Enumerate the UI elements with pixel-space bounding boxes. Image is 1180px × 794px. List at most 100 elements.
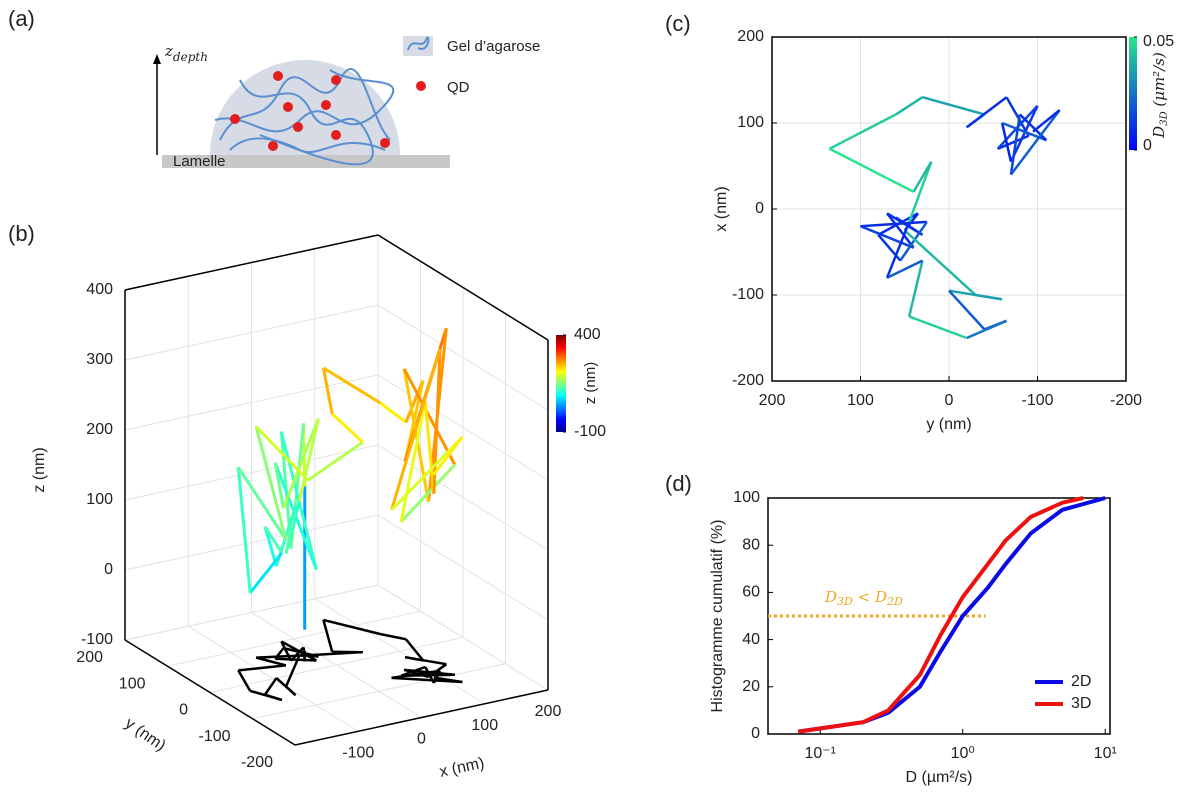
y-axis-label: Histogramme cumulatif (%) <box>709 520 726 713</box>
y-tick-label: -200 <box>732 372 764 389</box>
trajectory-segment <box>860 220 927 228</box>
trajectory-shadow <box>249 689 283 702</box>
trajectory-segment <box>331 412 364 444</box>
trajectory-shadow <box>238 664 286 672</box>
trajectory-segment <box>237 466 288 541</box>
trajectory-shadow <box>400 665 426 677</box>
colorbar-label-part: 3D <box>1159 111 1170 125</box>
y-tick-label: 200 <box>737 28 764 45</box>
trajectory-segment <box>263 526 278 567</box>
z-tick-label: 200 <box>86 421 113 438</box>
annotation-part: 3D <box>837 595 853 608</box>
y-tick-label: 0 <box>179 702 188 719</box>
colorbar-tick-label: 0 <box>1143 137 1152 154</box>
arrow-head <box>153 54 161 64</box>
coverslip-label: Lamelle <box>173 153 226 170</box>
trajectory-segment <box>399 463 456 523</box>
trajectory-segment <box>922 95 985 116</box>
trajectory-shadow <box>263 677 278 696</box>
trajectory-shadow <box>323 618 381 636</box>
x-tick-label: 0 <box>945 392 954 409</box>
x-axis-label: y (nm) <box>926 416 971 433</box>
y-tick-label: 40 <box>742 631 760 648</box>
trajectory-shadow <box>284 654 301 688</box>
y-tick-label: 80 <box>742 536 760 553</box>
x-tick-label: 10¹ <box>1094 745 1117 762</box>
legend-label: QD <box>447 79 470 96</box>
depth-label: zdepth <box>164 42 208 64</box>
panel-label: (b) <box>8 221 35 246</box>
panel-label: (d) <box>665 471 692 496</box>
trajectory-segment <box>860 225 915 249</box>
z-tick-label: 400 <box>86 281 113 298</box>
trajectory-segment <box>402 368 457 466</box>
series-line <box>797 496 1084 734</box>
y-tick-label: -200 <box>241 754 273 771</box>
trajectory-segment <box>899 221 928 262</box>
legend-label: Gel d’agarose <box>447 38 540 55</box>
annotation-part: < D <box>853 588 887 606</box>
trajectory-segment <box>255 425 309 482</box>
y-tick-label: 200 <box>76 649 103 666</box>
z-tick-label: 300 <box>86 351 113 368</box>
trajectory-segment <box>885 221 911 279</box>
legend-label: 2D <box>1071 673 1091 690</box>
colorbar-tick-label: 400 <box>574 326 601 343</box>
trajectory-segment <box>886 259 923 279</box>
panel-label: (a) <box>8 6 35 31</box>
trajectory-segment <box>282 417 320 509</box>
trajectory-shadow <box>237 669 252 692</box>
y-tick-label: -100 <box>198 728 230 745</box>
depth-label-main: z <box>164 42 173 60</box>
x-tick-label: 0 <box>417 731 426 748</box>
trajectory-segment <box>966 319 1008 340</box>
trajectory-segment <box>254 426 288 540</box>
trajectory-shadow <box>380 632 407 641</box>
trajectory-segment <box>1032 109 1061 133</box>
z-axis-label: z (nm) <box>31 447 48 492</box>
legend-label: 3D <box>1071 695 1091 712</box>
trajectory-segment <box>948 289 1003 301</box>
x-axis-label: x (nm) <box>438 755 486 781</box>
trajectory-segment <box>432 436 464 476</box>
colorbar-tick-label: -100 <box>574 423 606 440</box>
trajectory-segment <box>297 418 320 502</box>
colorbar-label-part: (μm²/s) <box>1150 52 1168 111</box>
diagram: zdepth Lamelle Gel d’agarose QD <box>153 36 540 170</box>
trajectory-segment <box>402 368 430 503</box>
colorbar <box>1129 37 1137 150</box>
y-tick-label: 100 <box>119 675 146 692</box>
trajectory-shadow <box>255 656 287 667</box>
trajectory-segment <box>390 348 442 511</box>
x-tick-label: 10⁻¹ <box>804 745 836 762</box>
y-tick-label: 0 <box>751 725 760 742</box>
trajectory-segment <box>965 96 1008 129</box>
z-tick-label: 100 <box>86 491 113 508</box>
trajectory-segment <box>322 366 382 405</box>
trajectory-segment <box>886 212 915 249</box>
trajectory-shadow <box>256 654 308 659</box>
gel-fibers <box>214 68 395 166</box>
trajectory-segment <box>828 113 897 150</box>
trajectory-shadow <box>322 619 334 653</box>
trajectory-segment <box>379 401 407 424</box>
panel-label: (c) <box>665 11 691 36</box>
grid-line <box>252 663 506 720</box>
colorbar-label-part: D <box>1150 126 1168 139</box>
trajectory-segment <box>1009 114 1022 175</box>
legend-gel-fiber <box>407 36 430 51</box>
y-axis-label: y (nm) <box>122 715 169 755</box>
trajectory-segment <box>236 467 252 594</box>
y-tick-label: 20 <box>742 678 760 695</box>
x-tick-label: 200 <box>759 392 786 409</box>
axis-edge <box>124 639 296 746</box>
trajectory-shadow <box>433 676 463 684</box>
axis-edge <box>124 234 379 291</box>
trajectory-segment <box>1000 122 1013 162</box>
y-tick-label: 100 <box>733 489 760 506</box>
trajectory-segment <box>307 440 364 482</box>
trajectory-segment <box>273 462 286 509</box>
y-axis-label: x (nm) <box>713 186 730 231</box>
plot-frame <box>771 36 1127 382</box>
